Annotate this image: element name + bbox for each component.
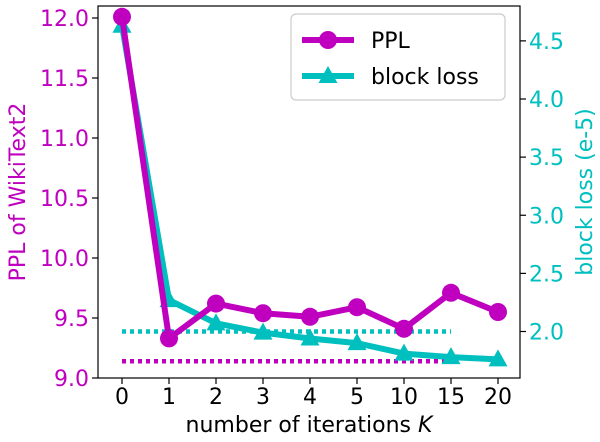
y-right-tick-label: 4.0: [529, 88, 564, 113]
y-left-tick-label: 9.0: [54, 367, 89, 392]
ppl-point: [489, 303, 507, 321]
x-tick-label: 20: [484, 385, 512, 410]
y-right-tick-label: 2.0: [529, 321, 564, 346]
y-left-tick-label: 12.0: [40, 7, 89, 32]
y-right-tick-label: 3.0: [529, 204, 564, 229]
y-right-tick-label: 2.5: [529, 262, 564, 287]
x-tick-label: 10: [390, 385, 418, 410]
legend-label: block loss: [371, 65, 479, 90]
ppl-point: [301, 307, 319, 326]
x-tick-label: 3: [256, 385, 270, 410]
y-axis-left-title: PPL of WikiText2: [6, 103, 31, 282]
legend-marker-triangle: [318, 66, 338, 83]
y-left-tick-label: 9.5: [54, 307, 89, 332]
block-loss-point: [441, 347, 461, 365]
block-loss-point: [206, 313, 226, 331]
y-left-tick-label: 10.0: [40, 247, 89, 272]
y-right-tick-label: 3.5: [529, 146, 564, 171]
axes-layer: 9.0 9.5 10.0 10.5 11.0 11.5 12.0 2.0 2.5 3.0 3.5 4.…: [40, 7, 564, 410]
ppl-point: [395, 319, 413, 338]
series-layer: [112, 7, 508, 367]
ppl-point: [442, 283, 460, 302]
x-axis-title: number of iterations K: [186, 413, 434, 438]
y-right-tick-label: 4.5: [529, 30, 564, 55]
y-left-tick-label: 11.5: [40, 67, 89, 92]
legend: PPL block loss: [290, 13, 506, 101]
x-tick-label: 4: [303, 385, 317, 410]
block-loss-point: [253, 322, 273, 340]
legend-label: PPL: [371, 29, 411, 54]
x-tick-label: 15: [437, 385, 465, 410]
y-left-tick-label: 10.5: [40, 187, 89, 212]
x-axis-title-text: number of iterations: [186, 413, 411, 438]
ppl-point: [113, 7, 131, 26]
x-tick-label: 1: [162, 385, 176, 410]
block-loss-point: [347, 333, 367, 351]
ppl-point: [160, 329, 178, 348]
block-loss-point: [394, 343, 414, 361]
ppl-point: [207, 294, 225, 313]
y-axis-right-title: block loss (e-5): [573, 108, 598, 276]
ppl-point: [254, 304, 272, 323]
y-left-tick-label: 11.0: [40, 127, 89, 152]
x-tick-label: 0: [115, 385, 129, 410]
x-tick-label: 5: [350, 385, 364, 410]
block-loss-point: [300, 328, 320, 346]
block-loss-point: [488, 349, 508, 367]
plot-area-frame: [97, 5, 521, 379]
ppl-point: [348, 298, 366, 317]
legend-marker-circle: [319, 31, 337, 49]
x-tick-label: 2: [209, 385, 223, 410]
x-axis-title-variable: K: [418, 413, 434, 438]
